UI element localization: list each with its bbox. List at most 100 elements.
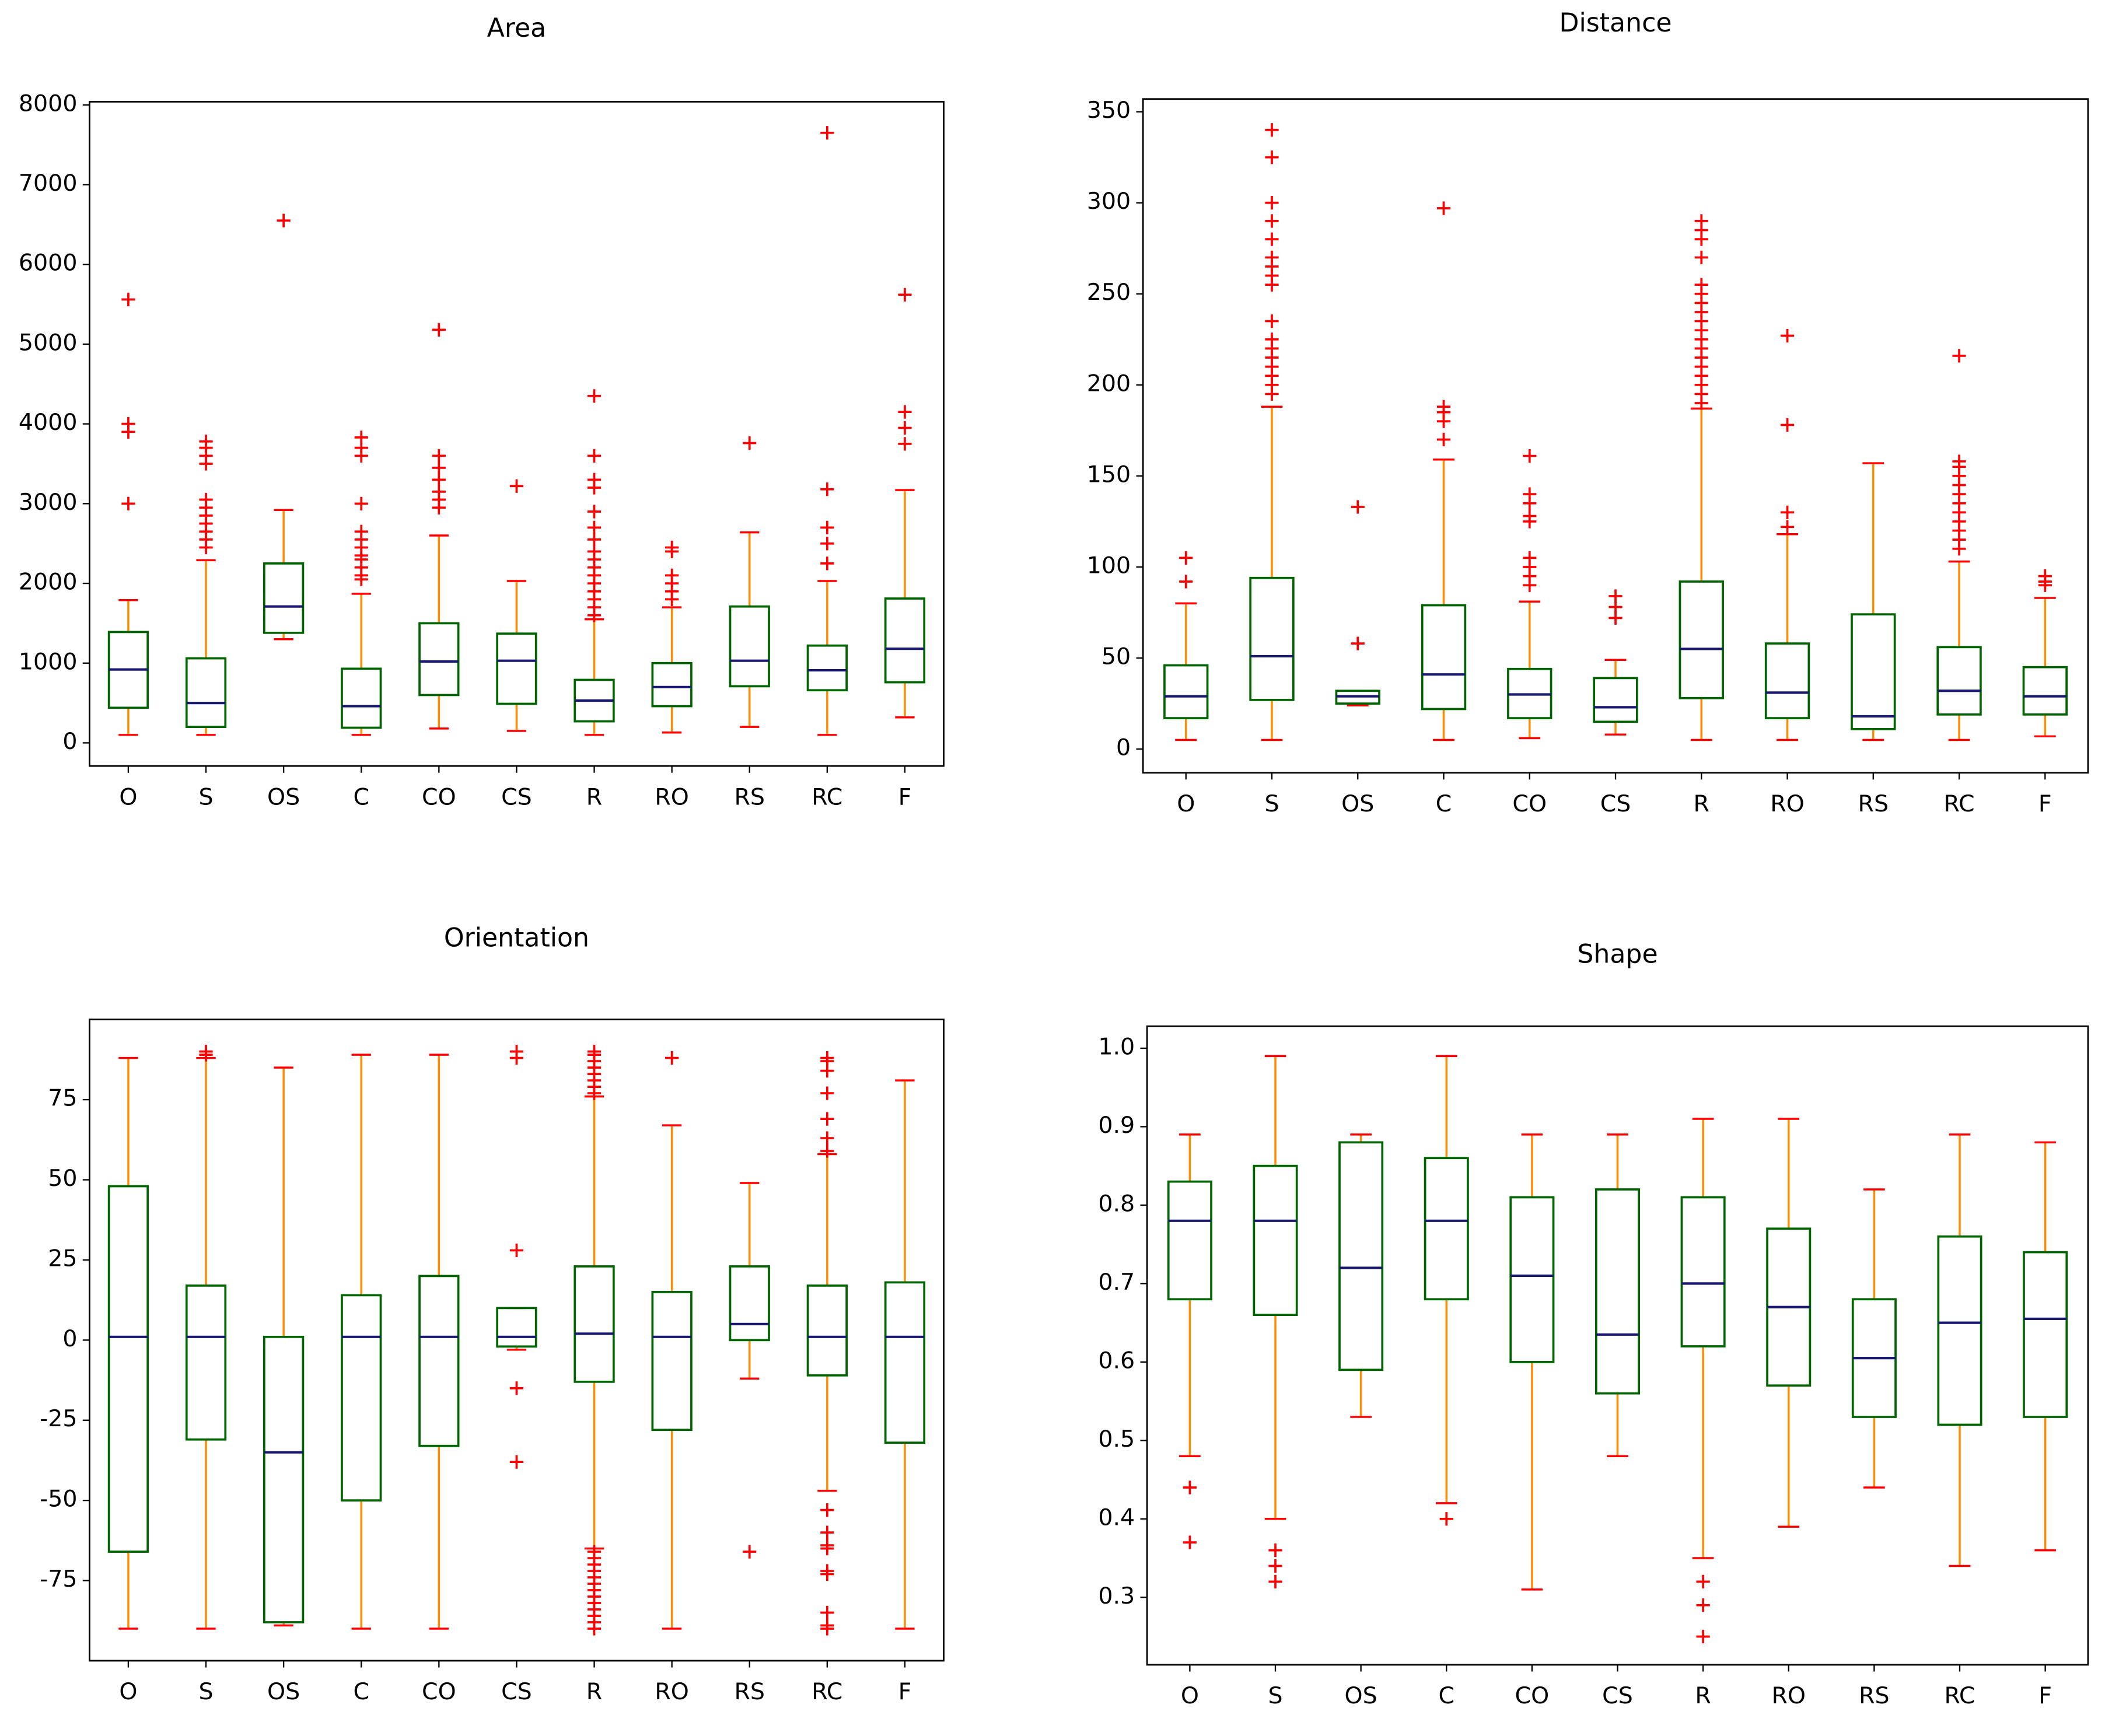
flier xyxy=(1523,509,1537,523)
x-tick-label: C xyxy=(1438,1682,1454,1709)
box xyxy=(651,662,693,708)
flier xyxy=(509,1243,524,1258)
y-tick-label: 8000 xyxy=(19,90,78,117)
x-tick-label: RC xyxy=(812,783,842,810)
flier xyxy=(509,1045,524,1059)
box xyxy=(806,1284,848,1377)
flier xyxy=(509,479,524,493)
flier xyxy=(820,126,834,140)
flier xyxy=(587,520,602,534)
flier xyxy=(1780,505,1795,519)
flier xyxy=(820,1538,834,1552)
box xyxy=(341,1294,382,1502)
flier xyxy=(1265,150,1279,164)
flier xyxy=(277,214,291,228)
box xyxy=(574,1265,615,1383)
flier xyxy=(1696,1574,1710,1589)
flier xyxy=(820,1564,834,1578)
y-tick-label: 0 xyxy=(62,1325,77,1352)
flier xyxy=(820,1144,834,1158)
box xyxy=(1421,604,1467,710)
flier xyxy=(820,1131,834,1145)
box xyxy=(263,562,305,634)
x-tick-label: RS xyxy=(1859,1682,1890,1709)
flier xyxy=(1265,314,1279,328)
x-tick-label: CS xyxy=(501,1678,532,1705)
flier xyxy=(2038,569,2052,583)
y-tick-label: -25 xyxy=(40,1405,78,1432)
flier xyxy=(1268,1559,1282,1573)
x-tick-label: S xyxy=(198,1678,213,1705)
x-tick-label: RO xyxy=(655,783,689,810)
box xyxy=(1249,576,1295,701)
box xyxy=(729,605,770,688)
flier xyxy=(1523,449,1537,463)
flier xyxy=(820,1618,834,1633)
x-tick-label: R xyxy=(586,1678,602,1705)
box xyxy=(1253,1164,1298,1317)
x-tick-label: CS xyxy=(1600,790,1631,817)
flier xyxy=(820,1605,834,1620)
flier xyxy=(820,1112,834,1126)
y-tick-label: 100 xyxy=(1087,552,1131,579)
flier xyxy=(1265,332,1279,346)
box xyxy=(185,1284,227,1441)
y-tick-label: 0.9 xyxy=(1098,1112,1135,1139)
y-tick-label: 1.0 xyxy=(1098,1033,1135,1060)
x-tick-label: RC xyxy=(812,1678,842,1705)
x-tick-label: CO xyxy=(1512,790,1547,817)
flier xyxy=(1265,250,1279,264)
box xyxy=(1764,642,1810,719)
flier xyxy=(743,436,757,450)
x-tick-label: RS xyxy=(734,1678,765,1705)
x-tick-label: OS xyxy=(1341,790,1374,817)
flier xyxy=(432,323,446,337)
flier xyxy=(587,533,602,547)
y-tick-label: 0.6 xyxy=(1098,1347,1135,1374)
box xyxy=(1167,1180,1212,1301)
flier xyxy=(121,292,135,307)
flier xyxy=(1694,250,1708,264)
flier xyxy=(898,405,912,419)
x-tick-label: F xyxy=(2038,790,2052,817)
flier xyxy=(1436,400,1451,414)
box xyxy=(418,1275,460,1447)
flier xyxy=(1780,328,1795,343)
flier xyxy=(898,288,912,302)
x-tick-label: OS xyxy=(1345,1682,1377,1709)
flier xyxy=(432,461,446,475)
box xyxy=(185,657,227,728)
x-tick-label: R xyxy=(1695,1682,1711,1709)
box xyxy=(1595,1188,1641,1395)
x-tick-label: C xyxy=(1436,790,1452,817)
x-tick-label: CS xyxy=(1602,1682,1633,1709)
flier xyxy=(1268,1543,1282,1558)
y-tick-label: 2000 xyxy=(19,569,78,596)
box xyxy=(1338,1141,1384,1371)
y-tick-label: 0.8 xyxy=(1098,1190,1135,1217)
x-tick-label: O xyxy=(119,1678,137,1705)
box xyxy=(1679,580,1724,699)
plot-frame xyxy=(1146,1025,2089,1666)
flier xyxy=(1696,1629,1710,1644)
flier xyxy=(199,435,213,449)
box xyxy=(884,1281,926,1444)
flier xyxy=(509,1455,524,1469)
flier xyxy=(820,482,834,496)
box xyxy=(1163,664,1209,719)
y-tick-label: 0.4 xyxy=(1098,1504,1135,1531)
x-tick-label: RS xyxy=(734,783,765,810)
flier xyxy=(665,1051,679,1065)
flier xyxy=(1351,636,1365,650)
flier xyxy=(820,1051,834,1065)
y-tick-label: 250 xyxy=(1087,279,1131,306)
flier xyxy=(587,389,602,403)
flier xyxy=(587,473,602,487)
flier xyxy=(1696,1598,1710,1612)
x-tick-label: R xyxy=(586,783,602,810)
x-tick-label: F xyxy=(898,783,912,810)
y-tick-label: 50 xyxy=(1102,643,1131,670)
box xyxy=(496,632,537,705)
flier xyxy=(354,430,368,444)
